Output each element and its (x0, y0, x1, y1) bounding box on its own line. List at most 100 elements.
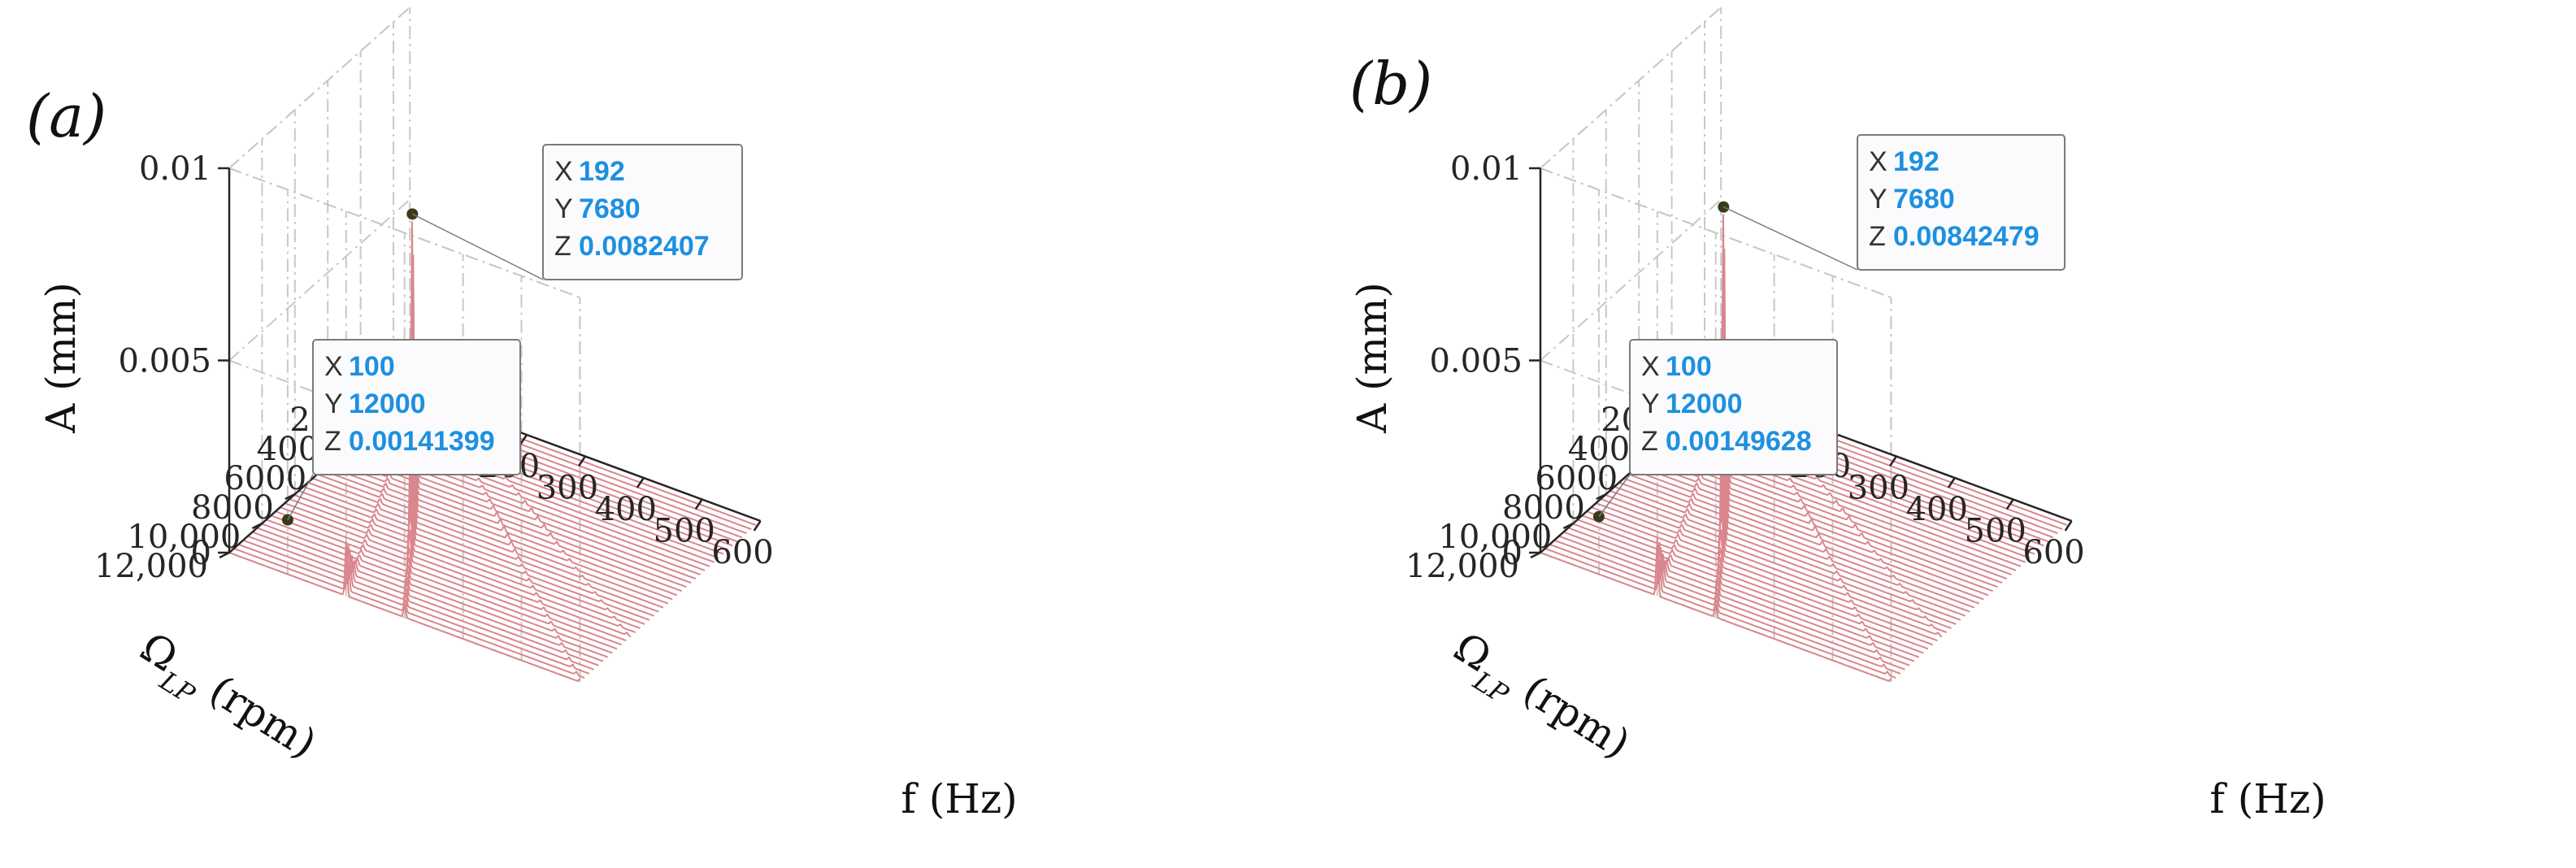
datatip-value: 0.00842479 (1893, 221, 2040, 252)
waterfall-trace (1637, 465, 1989, 597)
y-tick-label: 10,000 (1438, 519, 1552, 556)
datatip-value: 192 (1893, 146, 1940, 177)
datatip-key: X (554, 156, 573, 187)
waterfall-trace (1544, 541, 1896, 679)
z-tick-label: 0.005 (1429, 343, 1523, 380)
y-tick (1596, 493, 1607, 501)
waterfall-trace (330, 461, 683, 592)
datatip-key: Y (1641, 388, 1660, 419)
x-tick-label: 400 (595, 491, 657, 528)
waterfall-trace (293, 290, 645, 625)
y-tick (219, 551, 230, 559)
datatip-leader (1598, 474, 1631, 518)
grid-line (1540, 7, 1722, 169)
datatip-box (542, 144, 743, 280)
waterfall-trace (1609, 214, 1961, 621)
waterfall-trace (252, 531, 604, 662)
x-tick-label: 300 (1848, 470, 1909, 507)
y-tick (285, 493, 296, 501)
waterfall-trace (312, 373, 664, 609)
waterfall-trace (1614, 249, 1966, 617)
waterfall-trace (302, 254, 654, 617)
datatip-value: 0.0082407 (579, 231, 710, 262)
waterfall-trace (1558, 535, 1910, 666)
datatip-value: 100 (349, 351, 395, 382)
datatip-leader (411, 213, 544, 280)
x-tick-label: 600 (711, 534, 773, 571)
waterfall-trace (270, 514, 623, 646)
datatip-value: 192 (579, 156, 625, 187)
datatip-value: 7680 (1893, 184, 1955, 215)
waterfall-trace (1581, 514, 1934, 646)
waterfall-trace (1600, 350, 1952, 629)
datatip-key: X (1869, 146, 1887, 177)
waterfall-trace (247, 535, 599, 666)
waterfall-trace (242, 539, 594, 671)
waterfall-trace (1605, 284, 1957, 625)
waterfall-trace (1563, 531, 1915, 662)
grid-line (228, 198, 411, 362)
datatip-leader (1722, 206, 1858, 271)
waterfall-trace (1596, 437, 1948, 634)
datatip-box (312, 339, 521, 475)
datatip-key: Y (1869, 184, 1887, 215)
x-tick-label: 500 (654, 513, 715, 550)
panel-a: 00.0050.01200040006000800010,00012,00010… (26, 7, 1018, 822)
datatip-key: Y (554, 193, 573, 224)
waterfall-trace (326, 465, 678, 597)
y-tick (251, 522, 263, 530)
datatip-box (1857, 134, 2066, 271)
y-tick-label: 8000 (1502, 489, 1585, 527)
waterfall-trace (1549, 543, 1901, 675)
grid-line (228, 167, 580, 298)
datatip-key: Z (1869, 221, 1886, 252)
datatip-value: 12000 (1666, 388, 1743, 419)
panel-label: (b) (1349, 50, 1432, 118)
waterfall-trace (266, 519, 618, 650)
z-tick-label: 0.005 (118, 343, 211, 380)
x-tick (694, 498, 703, 510)
x-tick (2005, 498, 2014, 510)
x-tick (1947, 477, 1956, 488)
y-tick-label: 8000 (191, 489, 274, 527)
waterfall-trace (256, 527, 608, 658)
waterfall-trace (307, 279, 659, 613)
waterfall-trace (238, 543, 590, 675)
y-tick-label: 6000 (224, 460, 306, 497)
x-tick (753, 520, 762, 532)
x-tick-label: 500 (1965, 513, 2026, 550)
datatip-value: 12000 (349, 388, 426, 419)
datatip-key: X (324, 351, 343, 382)
x-tick (2064, 520, 2073, 532)
datatip-key: Y (324, 388, 343, 419)
datatip-value: 7680 (579, 193, 641, 224)
datatip-value: 0.00149628 (1666, 426, 1812, 457)
z-tick-label: 0 (1502, 535, 1523, 572)
x-tick (519, 434, 528, 445)
datatip-key: Z (324, 426, 341, 457)
x-tick-label: 600 (2022, 534, 2084, 571)
datatip-key: Z (1641, 426, 1658, 457)
waterfall-trace (316, 416, 669, 605)
y-tick-label: 10,000 (127, 519, 241, 556)
z-axis-label: A (mm) (37, 282, 85, 434)
datatip-leader (287, 474, 314, 520)
z-tick-label: 0 (191, 535, 211, 572)
x-tick (636, 477, 645, 488)
y-tick (1562, 522, 1574, 530)
waterfall-trace (1646, 457, 1998, 588)
waterfall-trace (1572, 523, 1924, 654)
grid-line (1540, 167, 1892, 298)
waterfall-trace (1618, 273, 1970, 613)
x-tick-label: 400 (1906, 491, 1968, 528)
waterfall-trace (1567, 527, 1919, 658)
x-tick (577, 455, 586, 467)
waterfall-trace (1577, 519, 1929, 650)
y-axis-label: ΩLP (rpm) (1440, 623, 1638, 778)
datatip-value: 0.00141399 (349, 426, 495, 457)
y-tick-label: 12,000 (1405, 548, 1519, 585)
